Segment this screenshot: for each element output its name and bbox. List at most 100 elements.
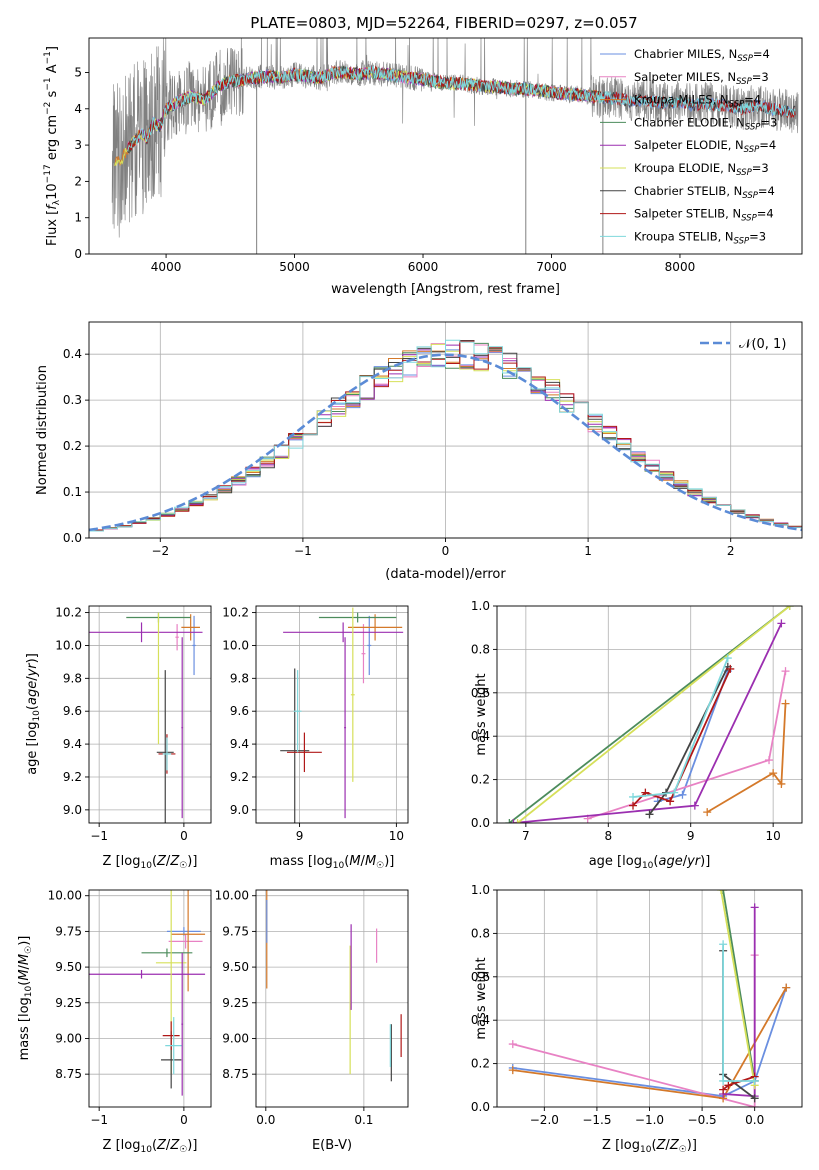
data-point bbox=[162, 737, 172, 771]
y-tick-label: 10.00 bbox=[215, 889, 249, 903]
data-point bbox=[156, 670, 174, 823]
spectrum-panel: 4000 5000 6000 7000 8000 0 1 2 3 4 5 wavelength [An… bbox=[43, 37, 803, 297]
marker bbox=[726, 664, 735, 673]
marker bbox=[750, 903, 759, 912]
axes-border bbox=[255, 605, 409, 824]
x-tick-label: 8 bbox=[604, 829, 612, 843]
legend-entry: Kroupa STELIB, NSSP=3 bbox=[634, 229, 766, 246]
data-point bbox=[181, 614, 200, 641]
data-point bbox=[293, 670, 302, 753]
x-axis-label: wavelength [Angstrom, rest frame] bbox=[331, 282, 560, 297]
axes-border bbox=[88, 605, 212, 824]
x-tick-label: 9 bbox=[687, 829, 695, 843]
marker bbox=[724, 1081, 733, 1090]
marker bbox=[750, 1103, 759, 1107]
data-point bbox=[181, 637, 184, 819]
mass-vs-extinction-panel: 0.0 0.1 8.75 9.00 9.25 9.50 9.75 10.00 E(B-V) bbox=[215, 889, 409, 1153]
y-tick-label: 5 bbox=[74, 65, 82, 79]
plot-area bbox=[89, 890, 206, 1096]
y-tick-label: 9.25 bbox=[222, 996, 249, 1010]
marker bbox=[629, 801, 638, 810]
y-tick-label: 9.4 bbox=[230, 737, 249, 751]
marker bbox=[690, 801, 699, 810]
y-tick-label: 2 bbox=[74, 174, 82, 188]
series-line bbox=[512, 987, 788, 1098]
series-kroupa-stelib bbox=[629, 654, 732, 801]
marker bbox=[719, 940, 728, 949]
axes-frame: 7 8 9 10 0.0 0.2 0.4 0.6 0.8 1.0 age [log10(age/yr… bbox=[471, 599, 803, 871]
x-tick-label: 1 bbox=[584, 544, 592, 558]
axes-border bbox=[255, 889, 409, 1108]
x-tick-label: 2 bbox=[727, 544, 735, 558]
x-tick-label: 4000 bbox=[151, 260, 182, 274]
plot-area bbox=[89, 339, 802, 533]
x-tick-label: 5000 bbox=[279, 260, 310, 274]
axes-frame: −1 0 8.75 9.00 9.25 9.50 9.75 10.00 Z [log10(Z/Z… bbox=[17, 889, 212, 1155]
x-tick-label: 7000 bbox=[536, 260, 567, 274]
data-point bbox=[344, 637, 347, 819]
y-tick-label: 0.3 bbox=[63, 393, 82, 407]
y-tick-label: 0.8 bbox=[471, 642, 490, 656]
x-tick-label: 0 bbox=[180, 829, 188, 843]
legend-entry: Chabrier MILES, NSSP=4 bbox=[634, 47, 770, 64]
age-vs-metallicity-panel: −1 0 9.0 9.2 9.4 9.6 9.8 10.0 10.2 Z [log10(Z/Z☉)… bbox=[25, 605, 212, 871]
data-point bbox=[350, 607, 355, 782]
data-point bbox=[141, 948, 193, 958]
marker bbox=[781, 699, 790, 708]
x-tick-label: −2 bbox=[151, 544, 169, 558]
y-axis-label: mass weight bbox=[474, 673, 489, 755]
marker bbox=[513, 819, 522, 823]
y-tick-label: 1.0 bbox=[471, 599, 490, 613]
axes-frame: −2.0 −1.5 −1.0 −0.5 0.0 0.0 0.2 0.4 0.6 0.8 1.0 Z [… bbox=[471, 883, 803, 1155]
series-line bbox=[722, 890, 756, 1082]
x-tick-label: −1 bbox=[90, 829, 108, 843]
data-point bbox=[286, 732, 322, 773]
marker bbox=[508, 1040, 517, 1049]
y-tick-label: 1.0 bbox=[471, 883, 490, 897]
x-axis-label: age [log10(age/yr)] bbox=[589, 854, 711, 871]
y-tick-label: 9.6 bbox=[230, 704, 249, 718]
y-tick-label: 9.8 bbox=[230, 671, 249, 685]
x-tick-label: 7 bbox=[522, 829, 530, 843]
marker bbox=[750, 1076, 759, 1085]
plot-area bbox=[280, 607, 404, 823]
x-tick-label: 10 bbox=[766, 829, 781, 843]
marker bbox=[750, 1094, 759, 1103]
legend-entry: Salpeter STELIB, NSSP=4 bbox=[634, 207, 774, 224]
axes-frame: 0.0 0.1 8.75 9.00 9.25 9.50 9.75 10.00 E(B-V) bbox=[215, 889, 409, 1153]
y-axis-label: Normed distribution bbox=[35, 365, 50, 495]
y-tick-label: 0.4 bbox=[63, 347, 82, 361]
data-point bbox=[89, 622, 203, 643]
marker bbox=[703, 808, 712, 817]
y-tick-label: 9.50 bbox=[55, 960, 82, 974]
x-axis-label: (data-model)/error bbox=[385, 567, 506, 582]
y-tick-label: 1 bbox=[74, 211, 82, 225]
marker bbox=[719, 890, 728, 894]
data-point bbox=[192, 615, 196, 676]
marker bbox=[645, 810, 654, 819]
marker bbox=[781, 667, 790, 676]
plot-area bbox=[266, 890, 402, 1082]
axes-border bbox=[496, 605, 803, 824]
y-tick-label: 9.2 bbox=[230, 770, 249, 784]
series-line bbox=[587, 670, 787, 820]
y-tick-label: 0.2 bbox=[471, 773, 490, 787]
y-tick-label: 9.0 bbox=[230, 803, 249, 817]
series-line bbox=[632, 668, 732, 807]
y-tick-label: 9.00 bbox=[55, 1031, 82, 1045]
series-kroupa-miles bbox=[508, 983, 791, 1103]
marker bbox=[719, 1085, 728, 1094]
residuals-panel: −2 −1 0 1 2 0.0 0.1 0.2 0.3 0.4 (data-model)/error… bbox=[35, 321, 803, 582]
marker bbox=[765, 756, 774, 765]
legend: 𝒩(0, 1) bbox=[700, 337, 786, 352]
y-tick-label: 0.0 bbox=[63, 531, 82, 545]
series-salpeter-stelib bbox=[719, 1072, 759, 1094]
y-tick-label: 0.4 bbox=[471, 729, 490, 743]
weight-vs-metallicity-panel: −2.0 −1.5 −1.0 −0.5 0.0 0.0 0.2 0.4 0.6 0.8 1.0 Z [… bbox=[471, 883, 803, 1155]
figure-title: PLATE=0803, MJD=52264, FIBERID=0297, z=0… bbox=[250, 14, 637, 32]
y-tick-label: 10.2 bbox=[55, 606, 82, 620]
y-tick-label: 9.0 bbox=[63, 803, 82, 817]
marker bbox=[777, 619, 786, 628]
series-kroupa-miles bbox=[703, 699, 790, 817]
